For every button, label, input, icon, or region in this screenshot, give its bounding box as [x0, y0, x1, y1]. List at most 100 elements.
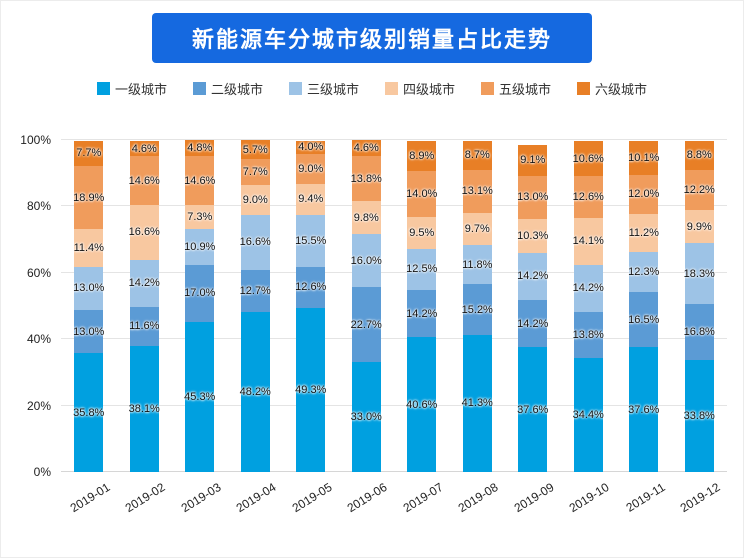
segment-value-label: 12.6% — [295, 281, 327, 294]
bar-segment: 16.6% — [129, 204, 160, 260]
legend-label: 六级城市 — [595, 82, 648, 97]
gridline — [61, 271, 727, 273]
bar-segment: 12.5% — [406, 248, 437, 291]
bars-row: 35.8% 13.0% 13.0% 11.4% 18.9% 7.7% 38.1% 11.6% 1… — [61, 140, 727, 472]
bar-segment: 13.1% — [462, 169, 493, 214]
bar-segment: 33.8% — [684, 359, 715, 472]
legend-item-2: 二级城市 — [192, 79, 263, 98]
x-axis-labels: 2019-01 2019-02 2019-03 2019-04 2019-05 2019-… — [61, 472, 727, 532]
segment-value-label: 18.9% — [73, 191, 105, 204]
bar-segment: 8.7% — [462, 140, 492, 170]
bar-segment: 9.1% — [518, 145, 548, 176]
segment-value-label: 14.2% — [517, 317, 549, 330]
gridline — [61, 338, 727, 340]
bar-segment: 9.0% — [296, 153, 326, 184]
segment-value-label: 10.3% — [517, 229, 549, 242]
segment-value-label: 15.5% — [295, 234, 327, 247]
legend-swatch-icon — [288, 82, 302, 95]
bar-segment: 37.6% — [628, 347, 659, 472]
bar-segment: 14.2% — [573, 264, 604, 312]
plot-area: 0% 20% 40% 60% 80% 100% 35.8% 13.0% 13.0% 11.4% 18… — [20, 133, 727, 479]
segment-value-label: 9.8% — [353, 211, 379, 224]
segment-value-label: 12.2% — [683, 184, 715, 197]
segment-value-label: 14.1% — [572, 235, 604, 248]
segment-value-label: 7.3% — [187, 210, 213, 223]
segment-value-label: 14.6% — [184, 174, 216, 187]
segment-value-label: 11.8% — [462, 258, 493, 271]
x-axis-tick: 2019-02 — [117, 472, 173, 532]
bar-segment: 10.6% — [573, 141, 604, 177]
x-axis-tick: 2019-03 — [172, 472, 228, 532]
bar-column: 45.3% 17.0% 10.9% 7.3% 14.6% 4.8% — [172, 140, 228, 472]
y-axis-tick-label: 40% — [26, 332, 51, 347]
segment-value-label: 4.6% — [353, 142, 379, 154]
x-axis-tick: 2019-06 — [339, 472, 395, 532]
segment-value-label: 13.0% — [517, 191, 549, 204]
gridline — [61, 471, 727, 472]
segment-value-label: 38.1% — [128, 402, 160, 415]
segment-value-label: 49.3% — [295, 384, 327, 397]
bar-column: 34.4% 13.8% 14.2% 14.1% 12.6% 10.6% — [561, 140, 617, 472]
segment-value-label: 7.7% — [76, 147, 102, 160]
segment-value-label: 4.6% — [131, 142, 157, 155]
bar-segment: 14.6% — [184, 156, 216, 205]
stacked-bar: 40.6% 14.2% 12.5% 9.5% 14.0% 8.9% — [406, 140, 438, 472]
segment-value-label: 4.0% — [298, 141, 324, 154]
segment-value-label: 15.2% — [461, 303, 493, 316]
gridline — [61, 205, 727, 207]
segment-value-label: 9.5% — [409, 226, 435, 239]
segment-value-label: 13.0% — [73, 325, 105, 338]
bar-segment: 41.3% — [462, 334, 493, 472]
segment-value-label: 18.3% — [683, 267, 715, 280]
bar-segment: 12.3% — [628, 251, 659, 293]
bar-segment: 18.3% — [683, 243, 715, 305]
bar-column: 33.8% 16.8% 18.3% 9.9% 12.2% 8.8% — [672, 140, 728, 472]
segment-value-label: 14.6% — [128, 174, 160, 187]
x-axis-tick-label: 2019-05 — [289, 480, 335, 516]
bar-segment: 14.6% — [128, 156, 160, 205]
bar-column: 37.6% 14.2% 14.2% 10.3% 13.0% 9.1% — [505, 140, 561, 472]
bar-segment: 13.8% — [350, 155, 382, 202]
bar-segment: 14.2% — [406, 290, 438, 338]
x-axis-tick-label: 2019-03 — [178, 480, 224, 516]
bar-column: 40.6% 14.2% 12.5% 9.5% 14.0% 8.9% — [394, 140, 450, 472]
bar-segment: 4.8% — [185, 140, 215, 157]
bar-segment: 13.8% — [573, 311, 604, 358]
stacked-bar: 48.2% 12.7% 16.6% 9.0% 7.7% 5.7% — [239, 140, 271, 472]
segment-value-label: 35.8% — [73, 406, 105, 419]
legend-label: 四级城市 — [403, 82, 456, 97]
bar-segment: 14.2% — [517, 300, 549, 348]
bar-segment: 11.4% — [74, 229, 104, 267]
bar-segment: 16.5% — [628, 292, 659, 348]
bar-segment: 9.4% — [296, 183, 326, 216]
bar-segment: 12.0% — [628, 174, 659, 215]
segment-value-label: 16.8% — [683, 325, 715, 338]
segment-value-label: 9.7% — [464, 223, 490, 236]
segment-value-label: 48.2% — [239, 385, 271, 398]
x-axis-tick: 2019-04 — [228, 472, 284, 532]
bar-column: 48.2% 12.7% 16.6% 9.0% 7.7% 5.7% — [228, 140, 284, 472]
x-axis-tick-label: 2019-10 — [566, 480, 612, 516]
segment-value-label: 14.2% — [406, 307, 438, 320]
bar-segment: 7.3% — [185, 204, 215, 229]
x-axis-tick-label: 2019-06 — [344, 480, 390, 516]
segment-value-label: 13.8% — [350, 172, 382, 185]
bar-segment: 12.6% — [573, 176, 604, 219]
y-axis-tick-label: 20% — [26, 398, 51, 413]
stacked-bar-chart: 0% 20% 40% 60% 80% 100% 35.8% 13.0% 13.0% 11.4% 18… — [1, 133, 743, 532]
x-axis-tick-label: 2019-04 — [233, 480, 279, 516]
legend-label: 三级城市 — [306, 82, 359, 97]
stacked-bar: 34.4% 13.8% 14.2% 14.1% 12.6% 10.6% — [572, 140, 604, 472]
bar-column: 37.6% 16.5% 12.3% 11.2% 12.0% 10.1% — [616, 140, 672, 472]
bar-segment: 9.7% — [462, 213, 492, 246]
bar-segment: 10.9% — [184, 228, 215, 266]
bar-segment: 14.2% — [517, 252, 548, 301]
gridline — [61, 404, 727, 406]
segment-value-label: 13.0% — [73, 282, 105, 295]
bar-segment: 38.1% — [128, 345, 160, 472]
x-axis-tick: 2019-10 — [561, 472, 617, 532]
segment-value-label: 40.6% — [406, 398, 438, 411]
y-axis-tick-label: 0% — [33, 465, 51, 479]
segment-value-label: 10.1% — [628, 151, 660, 164]
